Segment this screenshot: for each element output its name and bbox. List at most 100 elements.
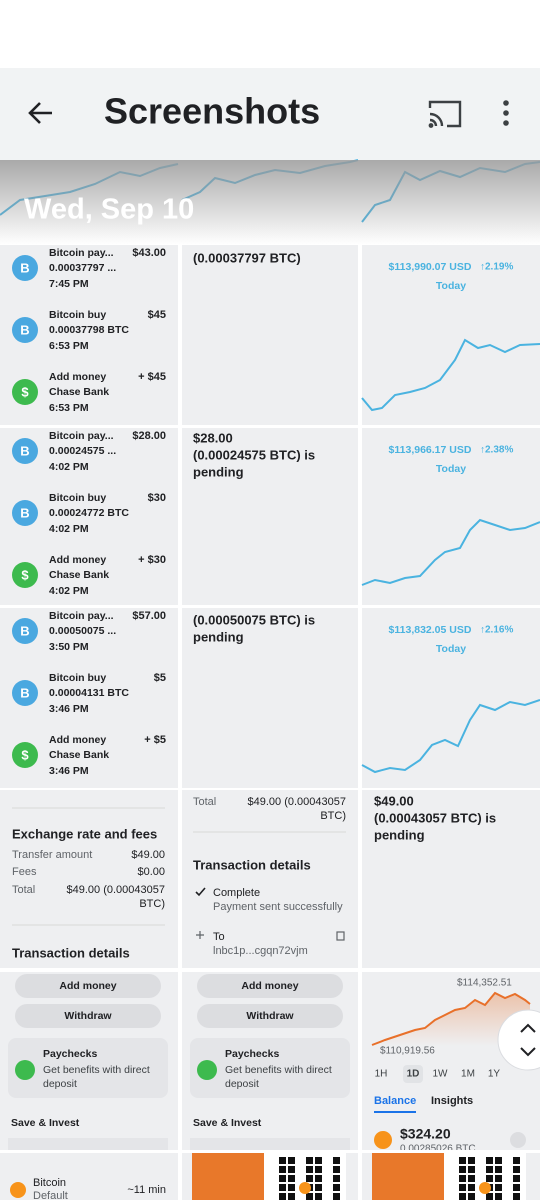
price-change: ↑2.38% (480, 445, 513, 456)
icon-glyph: B (20, 443, 29, 458)
qr-module (288, 1157, 295, 1164)
icon-glyph: B (20, 260, 29, 275)
tx-title: Add money (49, 734, 106, 746)
fee-value: $49.00 (0.00043057 (248, 796, 346, 808)
button-label: Add money (59, 980, 116, 992)
qr-module (513, 1157, 520, 1164)
qr-module (315, 1157, 322, 1164)
qr-module (513, 1175, 520, 1182)
qr-module (288, 1184, 295, 1191)
withdraw-button[interactable] (197, 1004, 343, 1028)
thumbnail[interactable] (362, 428, 540, 605)
qr-module (288, 1175, 295, 1182)
range-button[interactable]: 1D (407, 1069, 420, 1080)
thumbnail[interactable] (362, 790, 540, 968)
icon-glyph: B (20, 685, 29, 700)
thumbnail-grid: Wed, Sep 10 B Bitcoin pay... 0.00037797 ...… (0, 159, 540, 1200)
qr-module (513, 1184, 520, 1191)
eta: ~11 min (127, 1184, 166, 1196)
range-button[interactable]: 1W (433, 1069, 449, 1080)
qr-module (495, 1193, 502, 1200)
bitcoin-icon (12, 500, 38, 526)
add-money-button[interactable] (197, 974, 343, 998)
tx-title: Bitcoin pay... (49, 610, 114, 622)
paychecks-icon (197, 1060, 217, 1080)
tx-time: 4:02 PM (49, 523, 89, 535)
price: $113,990.07 USD (389, 261, 472, 273)
pending-text: (0.00024575 BTC) is (193, 447, 315, 462)
thumbnail[interactable] (362, 245, 540, 425)
withdraw-button[interactable] (15, 1004, 161, 1028)
back-button[interactable] (28, 102, 52, 124)
range-button[interactable]: 1H (375, 1069, 388, 1080)
thumbnail[interactable] (362, 608, 540, 788)
list-card (8, 1138, 168, 1150)
qr-logo (479, 1182, 491, 1194)
balance: $324.20 (400, 1126, 451, 1142)
qr-module (279, 1184, 286, 1191)
tx-time: 4:02 PM (49, 585, 89, 597)
tx-sub: Chase Bank (49, 749, 109, 761)
period: Today (436, 280, 466, 292)
range-button[interactable]: 1M (461, 1069, 475, 1080)
tx-title: Bitcoin buy (49, 492, 106, 504)
thumbnail[interactable] (182, 245, 358, 425)
bitcoin-icon (374, 1131, 392, 1149)
cast-button[interactable] (428, 100, 462, 128)
date-overlay (0, 160, 540, 245)
tx-time: 6:53 PM (49, 340, 89, 352)
copy-button[interactable] (336, 931, 345, 941)
fee-label: Transfer amount (12, 849, 92, 861)
chart-line (361, 699, 540, 774)
chart-low: $110,919.56 (380, 1046, 435, 1057)
thumbnail[interactable] (0, 1153, 178, 1200)
app-bar (0, 68, 540, 160)
pending-text: $28.00 (193, 430, 233, 445)
qr-module (306, 1157, 313, 1164)
tx-title: Bitcoin pay... (49, 247, 114, 259)
more-button[interactable] (503, 100, 509, 126)
card-sub: deposit (225, 1078, 259, 1090)
tx-sub: 0.00037798 BTC (49, 324, 129, 336)
arrow-button[interactable] (510, 1132, 526, 1148)
date-header: Wed, Sep 10 (24, 194, 194, 226)
button-label: Add money (241, 980, 298, 992)
tx-amount: $28.00 (132, 430, 166, 442)
tx-amount: + $45 (138, 371, 166, 383)
tx-amount: $5 (154, 672, 166, 684)
check-icon (195, 887, 206, 897)
paychecks-card (190, 1038, 350, 1098)
chart-line (361, 338, 540, 412)
fee-label: Total (193, 796, 216, 808)
tx-sub: 0.00004131 BTC (49, 687, 129, 699)
tx-sub: 0.00037797 ... (49, 262, 116, 274)
add-money-icon (12, 742, 38, 768)
qr-module (459, 1193, 466, 1200)
thumbnail[interactable] (0, 790, 178, 968)
chart-line (361, 518, 540, 586)
tx-sub: Chase Bank (49, 386, 109, 398)
thumbnail[interactable] (182, 790, 358, 968)
thumbnail[interactable] (182, 428, 358, 605)
icon-glyph: $ (21, 567, 29, 582)
icon-glyph: $ (21, 384, 29, 399)
bitcoin-icon (12, 317, 38, 343)
fee-value: BTC) (139, 898, 165, 910)
tx-title: Add money (49, 554, 106, 566)
range-button[interactable]: 1Y (488, 1069, 501, 1080)
bitcoin-icon (12, 680, 38, 706)
button-label: Withdraw (246, 1010, 294, 1022)
add-money-button[interactable] (15, 974, 161, 998)
scroll-handle[interactable] (497, 1009, 540, 1071)
qr-module (486, 1157, 493, 1164)
gap (0, 1150, 540, 1153)
tx-amount: + $30 (138, 554, 166, 566)
qr-module (333, 1166, 340, 1173)
tx-amount: + $5 (144, 734, 166, 746)
tx-title: Bitcoin pay... (49, 430, 114, 442)
thumbnail[interactable] (182, 608, 358, 788)
pending-text: pending (193, 464, 244, 479)
bitcoin-icon (12, 618, 38, 644)
paychecks-card (8, 1038, 168, 1098)
tx-time: 6:53 PM (49, 402, 89, 414)
